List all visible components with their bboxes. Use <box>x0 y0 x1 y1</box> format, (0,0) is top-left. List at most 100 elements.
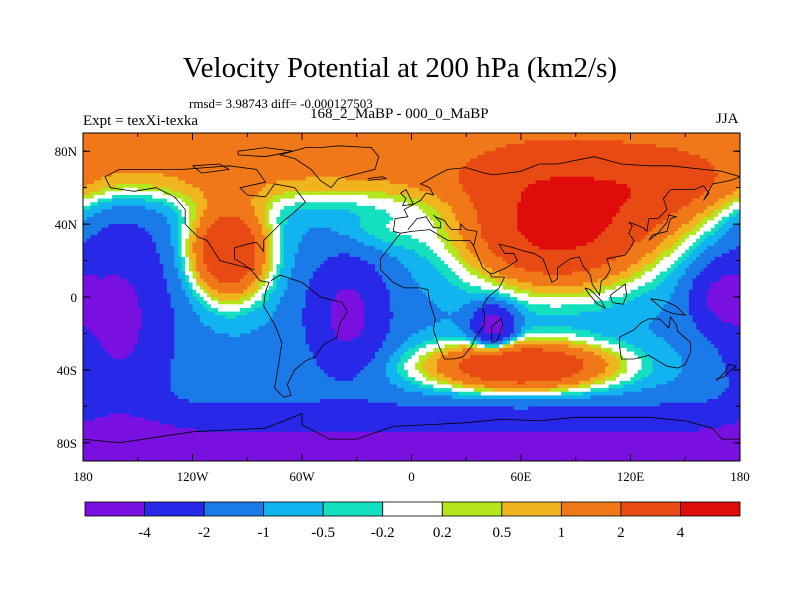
field-cell <box>681 213 686 218</box>
field-cell <box>312 176 318 181</box>
field-cell <box>674 224 679 229</box>
field-cell <box>645 205 650 211</box>
field-cell <box>166 220 172 225</box>
field-cell <box>199 184 205 189</box>
field-cell <box>590 224 595 229</box>
field-cell <box>229 194 234 200</box>
field-cell <box>119 231 124 236</box>
field-cell <box>115 158 121 163</box>
field-cell <box>302 169 307 174</box>
field-cell <box>710 220 716 225</box>
field-cell <box>389 216 394 222</box>
field-cell <box>338 173 343 178</box>
field-cell <box>166 176 172 181</box>
field-cell <box>287 184 292 189</box>
field-cell <box>349 231 354 236</box>
field-cell <box>83 136 88 141</box>
field-cell <box>685 202 690 207</box>
field-cell <box>604 176 610 181</box>
field-cell <box>557 220 562 225</box>
field-cell <box>663 143 668 149</box>
field-cell <box>444 213 449 218</box>
field-cell <box>659 151 664 156</box>
field-cell <box>364 180 369 185</box>
field-cell <box>725 133 730 138</box>
field-cell <box>108 154 113 160</box>
field-cell <box>199 180 205 185</box>
field-cell <box>480 143 486 149</box>
field-cell <box>119 216 124 222</box>
field-cell <box>729 136 734 141</box>
field-cell <box>152 184 157 189</box>
field-cell <box>199 136 205 141</box>
field-cell <box>112 147 117 152</box>
field-cell <box>225 173 230 178</box>
field-cell <box>637 187 643 192</box>
field-cell <box>170 158 175 163</box>
field-cell <box>145 151 150 156</box>
field-cell <box>626 133 632 138</box>
field-cell <box>331 176 336 181</box>
field-cell <box>575 184 580 189</box>
field-cell <box>265 143 270 149</box>
field-cell <box>342 209 347 214</box>
field-cell <box>331 194 336 200</box>
field-cell <box>619 151 624 156</box>
field-cell <box>502 136 507 141</box>
field-cell <box>342 169 347 174</box>
field-cell <box>579 224 584 229</box>
field-cell <box>440 220 445 225</box>
field-cell <box>126 184 132 189</box>
field-cell <box>491 136 497 141</box>
field-cell <box>561 176 566 181</box>
field-cell <box>207 140 212 145</box>
field-cell <box>327 227 332 232</box>
field-cell <box>499 220 504 225</box>
field-cell <box>93 169 99 174</box>
field-cell <box>291 209 296 214</box>
field-cell <box>506 154 511 160</box>
field-cell <box>601 184 606 189</box>
field-cell <box>320 227 325 232</box>
field-cell <box>309 154 314 160</box>
field-cell <box>491 191 497 196</box>
field-cell <box>396 191 402 196</box>
field-cell <box>688 151 694 156</box>
field-cell <box>623 165 628 171</box>
field-cell <box>623 194 628 200</box>
field-cell <box>320 143 325 149</box>
field-cell <box>353 227 358 232</box>
field-cell <box>448 213 453 218</box>
field-cell <box>619 180 624 185</box>
field-cell <box>393 176 398 181</box>
field-cell <box>630 147 635 152</box>
field-cell <box>254 220 259 225</box>
field-cell <box>488 187 493 192</box>
field-cell <box>356 154 361 160</box>
field-cell <box>491 169 497 174</box>
field-cell <box>513 224 518 229</box>
field-cell <box>104 224 110 229</box>
field-cell <box>115 198 121 203</box>
field-cell <box>323 216 329 222</box>
field-cell <box>93 176 99 181</box>
field-cell <box>367 213 372 218</box>
field-cell <box>276 143 281 149</box>
field-cell <box>280 184 285 189</box>
field-cell <box>484 216 489 222</box>
field-cell <box>90 191 95 196</box>
field-cell <box>451 176 456 181</box>
field-cell <box>371 198 376 203</box>
field-cell <box>320 213 325 218</box>
field-cell <box>327 165 332 171</box>
field-cell <box>261 205 267 211</box>
field-cell <box>506 227 511 232</box>
field-cell <box>108 165 113 171</box>
field-cell <box>506 194 511 200</box>
field-cell <box>703 216 708 222</box>
field-cell <box>364 133 369 138</box>
field-cell <box>645 162 650 167</box>
field-cell <box>656 213 661 218</box>
field-cell <box>378 209 383 214</box>
field-cell <box>729 173 734 178</box>
